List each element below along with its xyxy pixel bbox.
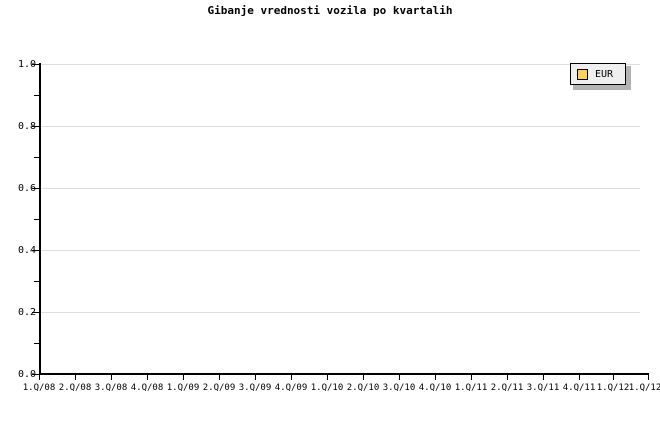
x-axis-label-0: 1.Q/08 — [22, 383, 56, 393]
x-tick-5 — [219, 374, 220, 380]
x-axis-label-5: 2.Q/09 — [202, 383, 236, 393]
x-tick-15 — [579, 374, 580, 380]
y-tick-major-0.8 — [32, 126, 40, 127]
x-tick-14 — [543, 374, 544, 380]
x-tick-6 — [255, 374, 256, 380]
y-tick-minor-0.7 — [34, 157, 40, 158]
y-tick-minor-0.1 — [34, 343, 40, 344]
x-axis-label-10: 3.Q/10 — [382, 383, 416, 393]
y-axis-label-0.2: 0.2 — [17, 307, 36, 318]
x-tick-0 — [39, 374, 40, 380]
x-tick-9 — [363, 374, 364, 380]
gridline-1.0 — [39, 64, 640, 65]
x-tick-13 — [507, 374, 508, 380]
x-axis-line — [39, 373, 649, 375]
x-axis-label-7: 4.Q/09 — [274, 383, 308, 393]
gridline-0.4 — [39, 250, 640, 251]
x-axis-label-12: 1.Q/11 — [454, 383, 488, 393]
y-tick-major-0.6 — [32, 188, 40, 189]
y-axis-label-0.8: 0.8 — [17, 121, 36, 132]
x-tick-10 — [399, 374, 400, 380]
x-axis-label-16: 1.Q/12 — [596, 383, 630, 393]
x-axis-label-9: 2.Q/10 — [346, 383, 380, 393]
legend-swatch-icon — [577, 68, 588, 80]
chart-title: Gibanje vrednosti vozila po kvartalih — [207, 4, 453, 17]
x-tick-11 — [435, 374, 436, 380]
x-axis-label-15: 4.Q/11 — [562, 383, 596, 393]
x-axis-label-2: 3.Q/08 — [94, 383, 128, 393]
y-axis-label-1.0: 1.0 — [17, 59, 36, 70]
y-tick-minor-0.9 — [34, 95, 40, 96]
plot-area — [39, 64, 640, 374]
y-axis-label-0.4: 0.4 — [17, 245, 36, 256]
x-axis-label-3: 4.Q/08 — [130, 383, 164, 393]
gridline-0.8 — [39, 126, 640, 127]
gridline-0.6 — [39, 188, 640, 189]
y-tick-major-0.2 — [32, 312, 40, 313]
x-axis-label-6: 3.Q/09 — [238, 383, 272, 393]
y-axis-line — [39, 63, 41, 375]
x-axis-label-8: 1.Q/10 — [310, 383, 344, 393]
x-tick-3 — [147, 374, 148, 380]
legend-label-eur: EUR — [595, 68, 614, 80]
y-tick-minor-0.5 — [34, 219, 40, 220]
x-tick-1 — [75, 374, 76, 380]
x-axis-label-14: 3.Q/11 — [526, 383, 560, 393]
x-tick-7 — [291, 374, 292, 380]
x-axis-label-13: 2.Q/11 — [490, 383, 524, 393]
y-axis-label-0.6: 0.6 — [17, 183, 36, 194]
legend[interactable]: EUR — [570, 63, 626, 85]
x-axis-label-11: 4.Q/10 — [418, 383, 452, 393]
x-tick-17 — [648, 374, 649, 380]
y-axis-label-0.0: 0.0 — [17, 369, 36, 380]
y-tick-major-0.0 — [32, 374, 40, 375]
x-tick-12 — [471, 374, 472, 380]
x-axis-label-4: 1.Q/09 — [166, 383, 200, 393]
y-tick-minor-0.3 — [34, 281, 40, 282]
gridline-0.2 — [39, 312, 640, 313]
y-tick-major-1.0 — [32, 64, 40, 65]
x-tick-8 — [327, 374, 328, 380]
x-tick-4 — [183, 374, 184, 380]
x-tick-16 — [613, 374, 614, 380]
x-tick-2 — [111, 374, 112, 380]
y-tick-major-0.4 — [32, 250, 40, 251]
x-axis-label-17: 1.Q/12 — [628, 383, 660, 393]
x-axis-label-1: 2.Q/08 — [58, 383, 92, 393]
